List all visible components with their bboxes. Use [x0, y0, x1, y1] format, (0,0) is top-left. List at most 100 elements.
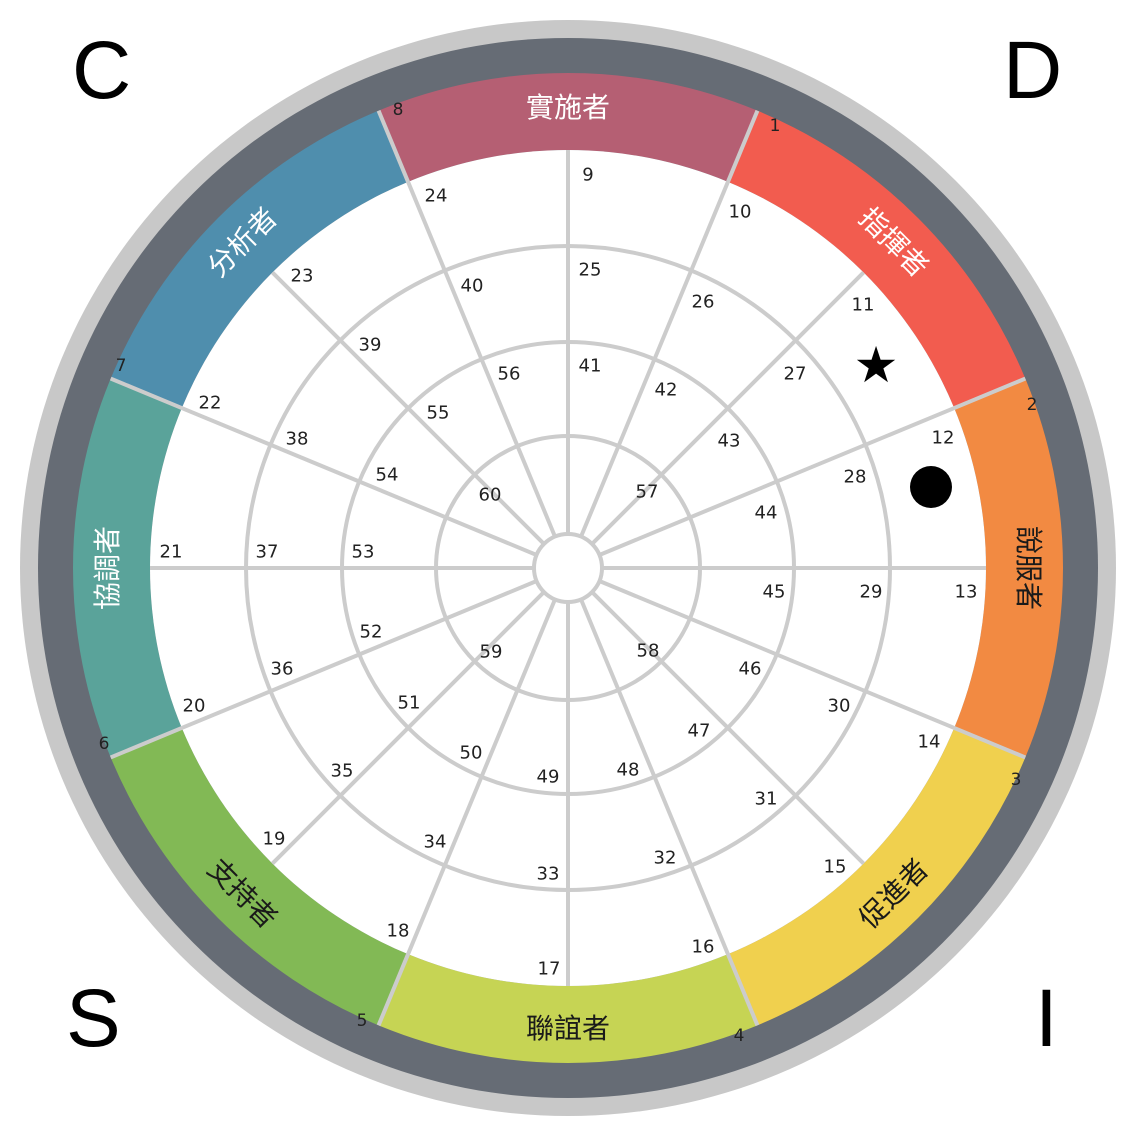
- segment-number-27: 27: [784, 364, 807, 385]
- segment-number-17: 17: [538, 959, 561, 980]
- style-band-2: [727, 110, 1026, 409]
- segment-number-22: 22: [199, 393, 222, 414]
- spoke-7: [590, 590, 865, 865]
- spoke-10: [406, 598, 557, 955]
- segment-number-14: 14: [918, 732, 941, 753]
- segment-number-18: 18: [387, 921, 410, 942]
- segment-number-44: 44: [755, 503, 778, 524]
- segment-number-30: 30: [828, 696, 851, 717]
- segment-number-36: 36: [271, 659, 294, 680]
- segment-number-23: 23: [291, 266, 314, 287]
- segment-number-31: 31: [755, 789, 778, 810]
- band-divider-1: [376, 109, 410, 183]
- rim-number-7: 7: [116, 356, 127, 376]
- spoke-2: [579, 181, 730, 538]
- style-band-7: [72, 378, 182, 758]
- rim-number-2: 2: [1027, 395, 1038, 415]
- segment-number-54: 54: [376, 465, 399, 486]
- segment-number-60: 60: [479, 485, 502, 506]
- spoke-14: [181, 406, 538, 557]
- segment-number-25: 25: [579, 260, 602, 281]
- dot-marker: [910, 466, 952, 508]
- segment-number-19: 19: [263, 829, 286, 850]
- segment-number-13: 13: [955, 582, 978, 603]
- center-circle: [532, 532, 604, 604]
- band-divider-5: [726, 953, 760, 1027]
- segment-number-9: 9: [582, 165, 593, 186]
- star-marker: ★: [854, 336, 899, 394]
- style-label-3: 說服者: [1012, 526, 1045, 610]
- corner-letter-c: C: [72, 25, 132, 116]
- spoke-16: [406, 181, 557, 538]
- segment-number-51: 51: [398, 693, 421, 714]
- spoke-3: [590, 271, 865, 546]
- segment-number-37: 37: [256, 542, 279, 563]
- segment-number-34: 34: [424, 832, 447, 853]
- rim-number-8: 8: [393, 100, 404, 120]
- segment-number-50: 50: [460, 743, 483, 764]
- style-band-6: [110, 727, 409, 1026]
- segment-number-35: 35: [331, 761, 354, 782]
- corner-letter-d: D: [1003, 25, 1063, 116]
- segment-number-33: 33: [537, 864, 560, 885]
- segment-number-39: 39: [359, 335, 382, 356]
- segment-number-56: 56: [498, 364, 521, 385]
- band-divider-8: [109, 376, 183, 410]
- rim-number-3: 3: [1011, 770, 1022, 790]
- segment-number-10: 10: [729, 202, 752, 223]
- style-label-5: 聯誼者: [526, 1012, 610, 1045]
- segment-number-57: 57: [636, 482, 659, 503]
- style-band-8: [110, 110, 409, 409]
- segment-number-45: 45: [763, 582, 786, 603]
- spoke-4: [598, 406, 955, 557]
- style-band-4: [727, 727, 1026, 1026]
- rim-number-1: 1: [770, 116, 781, 136]
- segment-number-52: 52: [360, 622, 383, 643]
- segment-number-24: 24: [425, 186, 448, 207]
- segment-number-20: 20: [183, 696, 206, 717]
- segment-number-28: 28: [844, 467, 867, 488]
- spoke-8: [579, 598, 730, 955]
- corner-letter-s: S: [66, 973, 121, 1064]
- segment-number-53: 53: [352, 542, 375, 563]
- spoke-12: [181, 579, 538, 730]
- segment-number-12: 12: [932, 428, 955, 449]
- style-band-5: [378, 954, 758, 1063]
- segment-number-43: 43: [718, 431, 741, 452]
- segment-number-40: 40: [461, 276, 484, 297]
- segment-number-15: 15: [824, 857, 847, 878]
- rim-number-4: 4: [734, 1026, 745, 1046]
- band-divider-4: [953, 726, 1027, 760]
- corner-letter-i: I: [1035, 973, 1058, 1064]
- spoke-11: [271, 590, 546, 865]
- segment-number-26: 26: [692, 292, 715, 313]
- band-divider-2: [726, 109, 760, 183]
- style-band-1: [378, 73, 758, 182]
- segment-number-16: 16: [692, 937, 715, 958]
- style-label-1: 實施者: [526, 91, 610, 124]
- segment-number-49: 49: [537, 767, 560, 788]
- rim-number-5: 5: [357, 1011, 368, 1031]
- segment-number-11: 11: [852, 295, 875, 316]
- segment-number-46: 46: [739, 659, 762, 680]
- segment-number-42: 42: [655, 380, 678, 401]
- segment-number-58: 58: [637, 641, 660, 662]
- rim-number-6: 6: [99, 734, 110, 754]
- segment-number-21: 21: [160, 542, 183, 563]
- spoke-6: [598, 579, 955, 730]
- band-divider-6: [376, 953, 410, 1027]
- style-label-7: 協調者: [91, 526, 124, 610]
- band-divider-7: [109, 726, 183, 760]
- segment-number-48: 48: [617, 760, 640, 781]
- spoke-15: [271, 271, 546, 546]
- segment-number-38: 38: [286, 429, 309, 450]
- segment-number-41: 41: [579, 356, 602, 377]
- segment-number-59: 59: [480, 642, 503, 663]
- segment-number-55: 55: [427, 403, 450, 424]
- style-band-3: [954, 378, 1063, 758]
- segment-number-47: 47: [688, 721, 711, 742]
- band-divider-3: [953, 376, 1027, 410]
- segment-number-29: 29: [860, 582, 883, 603]
- segment-number-32: 32: [654, 848, 677, 869]
